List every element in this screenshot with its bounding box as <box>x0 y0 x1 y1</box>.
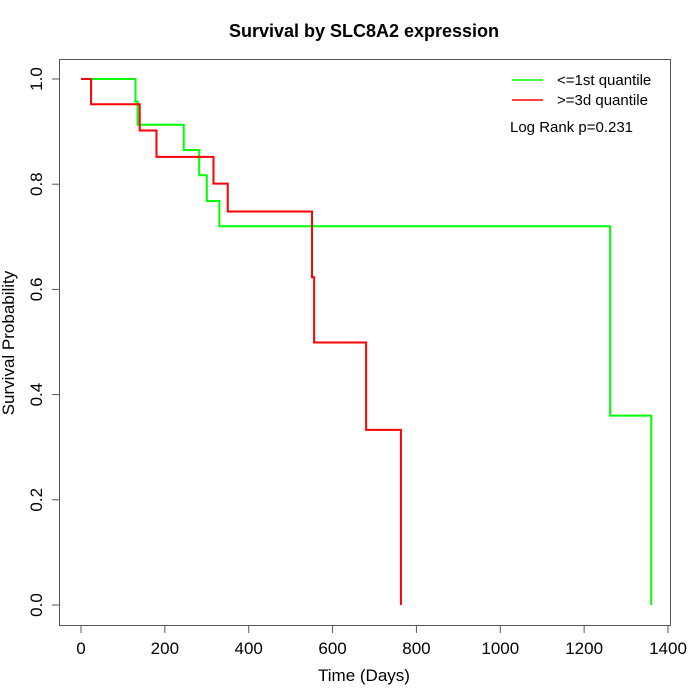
y-tick-label: 0.0 <box>27 593 46 617</box>
x-axis-label: Time (Days) <box>318 666 410 685</box>
x-tick-label: 600 <box>318 639 346 658</box>
y-tick-label: 0.4 <box>27 383 46 407</box>
chart-title: Survival by SLC8A2 expression <box>229 21 499 41</box>
series-group <box>81 78 653 605</box>
plot-frame <box>59 59 671 626</box>
legend-label: >=3d quantile <box>557 92 648 109</box>
series-line-0 <box>81 78 653 605</box>
x-tick-label: 1400 <box>649 639 687 658</box>
y-tick-label: 0.6 <box>27 278 46 302</box>
y-tick-label: 0.2 <box>27 488 46 512</box>
y-axis-label: Survival Probability <box>0 270 18 415</box>
legend-label: <=1st quantile <box>557 72 651 89</box>
x-tick-label: 0 <box>76 639 85 658</box>
x-tick-label: 1000 <box>481 639 519 658</box>
y-tick-label: 1.0 <box>27 67 46 91</box>
log-rank-annotation: Log Rank p=0.231 <box>510 119 633 136</box>
x-tick-label: 1200 <box>565 639 603 658</box>
x-tick-label: 200 <box>151 639 179 658</box>
x-tick-label: 800 <box>402 639 430 658</box>
y-tick-label: 0.8 <box>27 172 46 196</box>
series-line-1 <box>81 78 402 605</box>
y-axis: 0.0 0.2 0.4 0.6 0.8 1.0 <box>27 67 59 617</box>
x-tick-label: 400 <box>235 639 263 658</box>
x-axis: 0 200 400 600 800 1000 1200 1400 <box>76 626 687 658</box>
legend: <=1st quantile >=3d quantile <box>512 72 651 109</box>
